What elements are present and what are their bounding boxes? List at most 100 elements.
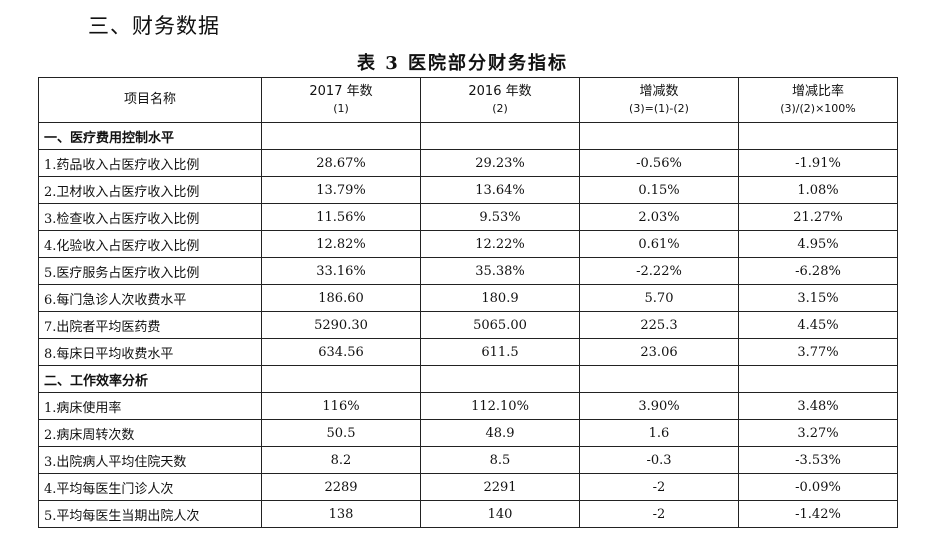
change-rate-cell: -0.09% bbox=[738, 473, 898, 501]
change-rate-cell: -6.28% bbox=[738, 257, 898, 285]
value-2016-cell: 9.53% bbox=[420, 203, 580, 231]
item-name-cell: 3.检查收入占医疗收入比例 bbox=[38, 203, 262, 231]
column-header-change: 增减数 (3)=(1)-(2) bbox=[579, 77, 739, 123]
value-2016-cell: 611.5 bbox=[420, 338, 580, 366]
value-2017-cell: 12.82% bbox=[261, 230, 421, 258]
value-2016-cell: 13.64% bbox=[420, 176, 580, 204]
table-body: 一、医疗费用控制水平 1.药品收入占医疗收入比例 28.67% 29.23% -0.56… bbox=[38, 122, 898, 528]
value-2017-cell: 28.67% bbox=[261, 149, 421, 177]
item-name-cell: 3.出院病人平均住院天数 bbox=[38, 446, 262, 474]
value-2016-cell: 180.9 bbox=[420, 284, 580, 312]
value-2016-cell: 5065.00 bbox=[420, 311, 580, 339]
value-2017-cell: 11.56% bbox=[261, 203, 421, 231]
change-cell: 3.90% bbox=[579, 392, 739, 420]
change-rate-cell: 4.45% bbox=[738, 311, 898, 339]
change-cell: 1.6 bbox=[579, 419, 739, 447]
item-name-cell: 4.化验收入占医疗收入比例 bbox=[38, 230, 262, 258]
table-row: 6.每门急诊人次收费水平 186.60 180.9 5.70 3.15% bbox=[38, 284, 898, 312]
column-header-label: 增减比率 bbox=[791, 84, 844, 99]
column-header-sub: (3)=(1)-(2) bbox=[629, 102, 689, 115]
value-2017-cell: 13.79% bbox=[261, 176, 421, 204]
value-2017-cell: 8.2 bbox=[261, 446, 421, 474]
change-cell: 0.61% bbox=[579, 230, 739, 258]
value-2017-cell: 138 bbox=[261, 500, 421, 528]
item-name-cell: 2.病床周转次数 bbox=[38, 419, 262, 447]
change-rate-cell: 3.77% bbox=[738, 338, 898, 366]
section-title: 一、医疗费用控制水平 bbox=[38, 122, 262, 150]
table-row: 1.病床使用率 116% 112.10% 3.90% 3.48% bbox=[38, 392, 898, 420]
table-row: 8.每床日平均收费水平 634.56 611.5 23.06 3.77% bbox=[38, 338, 898, 366]
empty-cell bbox=[420, 122, 580, 150]
empty-cell bbox=[579, 365, 739, 393]
change-rate-cell: 3.27% bbox=[738, 419, 898, 447]
value-2017-cell: 116% bbox=[261, 392, 421, 420]
table-row: 2.病床周转次数 50.5 48.9 1.6 3.27% bbox=[38, 419, 898, 447]
empty-cell bbox=[261, 365, 421, 393]
value-2016-cell: 2291 bbox=[420, 473, 580, 501]
column-header-label: 项目名称 bbox=[123, 92, 176, 107]
table-row: 5.医疗服务占医疗收入比例 33.16% 35.38% -2.22% -6.28% bbox=[38, 257, 898, 285]
change-rate-cell: 4.95% bbox=[738, 230, 898, 258]
table-row: 1.药品收入占医疗收入比例 28.67% 29.23% -0.56% -1.91% bbox=[38, 149, 898, 177]
empty-cell bbox=[261, 122, 421, 150]
item-name-cell: 5.医疗服务占医疗收入比例 bbox=[38, 257, 262, 285]
value-2016-cell: 140 bbox=[420, 500, 580, 528]
change-cell: -2.22% bbox=[579, 257, 739, 285]
empty-cell bbox=[579, 122, 739, 150]
change-rate-cell: -1.42% bbox=[738, 500, 898, 528]
change-cell: -0.56% bbox=[579, 149, 739, 177]
change-cell: 5.70 bbox=[579, 284, 739, 312]
value-2016-cell: 112.10% bbox=[420, 392, 580, 420]
change-cell: 2.03% bbox=[579, 203, 739, 231]
column-header-label: 增减数 bbox=[639, 84, 679, 99]
section-title: 二、工作效率分析 bbox=[38, 365, 262, 393]
table-row: 4.化验收入占医疗收入比例 12.82% 12.22% 0.61% 4.95% bbox=[38, 230, 898, 258]
value-2017-cell: 50.5 bbox=[261, 419, 421, 447]
change-cell: 225.3 bbox=[579, 311, 739, 339]
value-2017-cell: 33.16% bbox=[261, 257, 421, 285]
column-header-item-name: 项目名称 bbox=[38, 77, 262, 123]
item-name-cell: 4.平均每医生门诊人次 bbox=[38, 473, 262, 501]
column-header-sub: (1) bbox=[333, 102, 349, 115]
column-header-2017: 2017 年数 (1) bbox=[261, 77, 421, 123]
empty-cell bbox=[738, 122, 898, 150]
change-rate-cell: -3.53% bbox=[738, 446, 898, 474]
table-row: 5.平均每医生当期出院人次 138 140 -2 -1.42% bbox=[38, 500, 898, 528]
table-row: 3.出院病人平均住院天数 8.2 8.5 -0.3 -3.53% bbox=[38, 446, 898, 474]
column-header-sub: (3)/(2)×100% bbox=[780, 102, 856, 115]
value-2017-cell: 186.60 bbox=[261, 284, 421, 312]
item-name-cell: 1.药品收入占医疗收入比例 bbox=[38, 149, 262, 177]
change-cell: 23.06 bbox=[579, 338, 739, 366]
table-row: 2.卫材收入占医疗收入比例 13.79% 13.64% 0.15% 1.08% bbox=[38, 176, 898, 204]
column-header-2016: 2016 年数 (2) bbox=[420, 77, 580, 123]
item-name-cell: 2.卫材收入占医疗收入比例 bbox=[38, 176, 262, 204]
change-rate-cell: 3.48% bbox=[738, 392, 898, 420]
item-name-cell: 7.出院者平均医药费 bbox=[38, 311, 262, 339]
change-cell: -0.3 bbox=[579, 446, 739, 474]
section-row: 二、工作效率分析 bbox=[38, 365, 898, 393]
value-2016-cell: 29.23% bbox=[420, 149, 580, 177]
table-row: 3.检查收入占医疗收入比例 11.56% 9.53% 2.03% 21.27% bbox=[38, 203, 898, 231]
value-2016-cell: 35.38% bbox=[420, 257, 580, 285]
item-name-cell: 6.每门急诊人次收费水平 bbox=[38, 284, 262, 312]
column-header-label: 2016 年数 bbox=[468, 84, 532, 99]
change-cell: -2 bbox=[579, 500, 739, 528]
financial-indicators-table: 项目名称 2017 年数 (1) 2016 年数 (2) 增减数 (3)=(1)… bbox=[38, 77, 898, 528]
section-row: 一、医疗费用控制水平 bbox=[38, 122, 898, 150]
empty-cell bbox=[738, 365, 898, 393]
change-rate-cell: -1.91% bbox=[738, 149, 898, 177]
value-2017-cell: 2289 bbox=[261, 473, 421, 501]
empty-cell bbox=[420, 365, 580, 393]
table-row: 4.平均每医生门诊人次 2289 2291 -2 -0.09% bbox=[38, 473, 898, 501]
section-heading: 三、财务数据 bbox=[88, 14, 220, 38]
item-name-cell: 5.平均每医生当期出院人次 bbox=[38, 500, 262, 528]
column-header-change-rate: 增减比率 (3)/(2)×100% bbox=[738, 77, 898, 123]
item-name-cell: 8.每床日平均收费水平 bbox=[38, 338, 262, 366]
change-rate-cell: 1.08% bbox=[738, 176, 898, 204]
item-name-cell: 1.病床使用率 bbox=[38, 392, 262, 420]
header-row: 项目名称 2017 年数 (1) 2016 年数 (2) 增减数 (3)=(1)… bbox=[38, 77, 898, 123]
value-2016-cell: 12.22% bbox=[420, 230, 580, 258]
value-2017-cell: 5290.30 bbox=[261, 311, 421, 339]
column-header-sub: (2) bbox=[492, 102, 508, 115]
change-rate-cell: 21.27% bbox=[738, 203, 898, 231]
